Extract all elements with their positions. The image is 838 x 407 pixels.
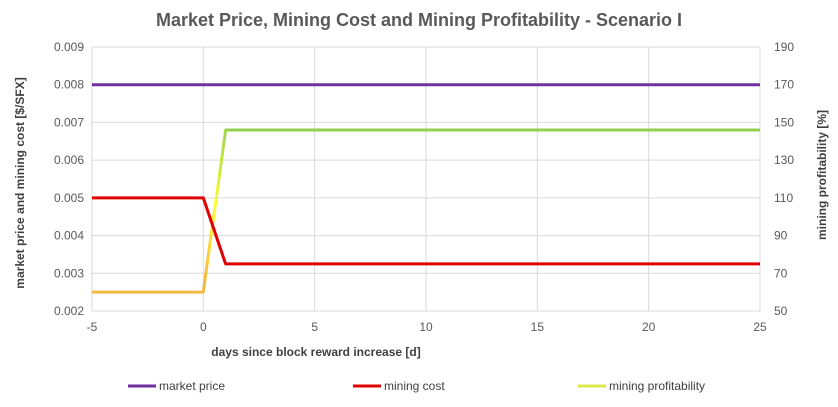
y-tick-label: 0.007 <box>54 115 84 129</box>
legend-label: market price <box>159 379 225 393</box>
series-line-mining-profitability <box>92 128 760 294</box>
y2-tick-label: 70 <box>774 266 788 280</box>
y2-tick-label: 190 <box>774 40 794 54</box>
x-tick-label: 5 <box>311 320 318 334</box>
x-tick-label: 20 <box>642 320 656 334</box>
y-tick-label: 0.003 <box>54 266 84 280</box>
x-tick-label: 15 <box>531 320 545 334</box>
y2-axis-label: mining profitability [%] <box>815 110 829 240</box>
x-tick-label: 10 <box>419 320 433 334</box>
ticks: 0.002 0.003 0.004 0.005 0.006 0.007 0.008 0.009… <box>54 40 794 334</box>
series-line-mining-cost <box>92 196 760 266</box>
y-tick-label: 0.004 <box>54 229 84 243</box>
y2-tick-label: 170 <box>774 78 794 92</box>
x-tick-label: 25 <box>753 320 767 334</box>
y2-tick-label: 50 <box>774 304 788 318</box>
y-tick-label: 0.005 <box>54 191 84 205</box>
y-axis-label: market price and mining cost [$/SFX] <box>13 77 27 288</box>
y2-tick-label: 150 <box>774 115 794 129</box>
x-tick-label: -5 <box>87 320 98 334</box>
y-tick-label: 0.006 <box>54 153 84 167</box>
x-tick-label: 0 <box>200 320 207 334</box>
legend-label: mining cost <box>384 379 445 393</box>
legend-label: mining profitability <box>609 379 705 393</box>
y-tick-label: 0.008 <box>54 78 84 92</box>
y2-tick-label: 110 <box>774 191 793 205</box>
y-tick-label: 0.002 <box>54 304 84 318</box>
chart-title: Market Price, Mining Cost and Mining Pro… <box>156 10 682 30</box>
y2-tick-label: 130 <box>774 153 794 167</box>
series-layer <box>92 83 760 294</box>
y2-tick-label: 90 <box>774 229 788 243</box>
x-axis-label: days since block reward increase [d] <box>211 345 420 359</box>
legend: market price mining cost mining profitabil… <box>128 379 705 393</box>
grid <box>91 46 761 312</box>
y-tick-label: 0.009 <box>54 40 84 54</box>
